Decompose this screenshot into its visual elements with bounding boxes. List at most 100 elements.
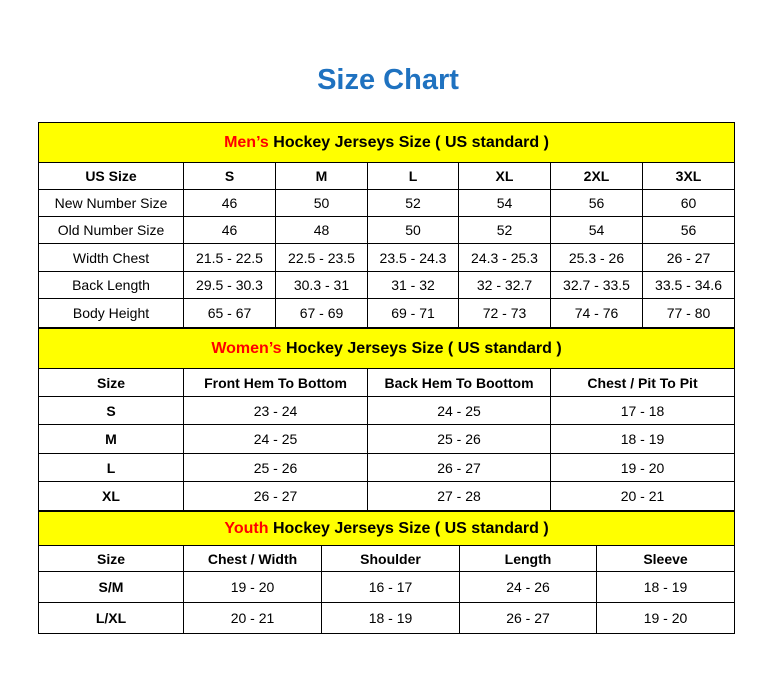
column-header-label: S [224, 168, 235, 184]
table-cell: 19 - 20 [595, 602, 736, 634]
table-cell: 54 [458, 189, 551, 217]
table-cell: 26 - 27 [459, 602, 597, 634]
table-cell: 31 - 32 [367, 271, 459, 299]
column-header: M [275, 162, 368, 190]
column-header-label: 2XL [583, 168, 610, 184]
row-label: Back Length [38, 271, 184, 299]
table-cell: 69 - 71 [367, 298, 459, 328]
column-header-label: Shoulder [360, 550, 421, 567]
table-cell: 18 - 19 [595, 571, 736, 603]
size-chart: Men’s Hockey Jerseys Size ( US standard … [37, 122, 736, 634]
table-row: L 25 - 26 26 - 27 19 - 20 [38, 453, 736, 482]
table-cell: 50 [275, 189, 368, 217]
column-header: L [367, 162, 459, 190]
column-header: Front Hem To Bottom [183, 368, 368, 397]
table-cell: 26 - 27 [367, 453, 551, 482]
table-cell: 19 - 20 [549, 453, 736, 482]
table-cell: 26 - 27 [641, 243, 736, 272]
table-row: Body Height 65 - 67 67 - 69 69 - 71 72 - 73 7… [38, 298, 736, 328]
column-header: Size [38, 545, 184, 572]
column-header: Back Hem To Boottom [367, 368, 551, 397]
table-cell: 23.5 - 24.3 [367, 243, 459, 272]
table-cell: 46 [183, 216, 276, 244]
column-header-label: Size [96, 550, 125, 567]
column-header: 2XL [550, 162, 643, 190]
table-row: M 24 - 25 25 - 26 18 - 19 [38, 424, 736, 454]
column-header: XL [458, 162, 551, 190]
table-cell: 24 - 26 [459, 571, 597, 603]
row-label: L/XL [38, 602, 184, 634]
youth-section-header: Youth Hockey Jerseys Size ( US standard … [37, 511, 736, 546]
table-cell: 48 [275, 216, 368, 244]
table-cell: 65 - 67 [183, 298, 276, 328]
table-row: S/M 19 - 20 16 - 17 24 - 26 18 - 19 [38, 571, 736, 603]
table-cell: 16 - 17 [321, 571, 460, 603]
table-cell: 32 - 32.7 [458, 271, 551, 299]
table-row: Old Number Size 46 48 50 52 54 56 [38, 216, 736, 244]
section-highlight: Youth [224, 519, 269, 537]
table-cell: 72 - 73 [458, 298, 551, 328]
column-header-label: Front Hem To Bottom [204, 374, 347, 391]
table-row: New Number Size 46 50 52 54 56 60 [38, 189, 736, 217]
table-cell: 56 [641, 216, 736, 244]
section-title-text: Hockey Jerseys Size ( US standard ) [268, 519, 549, 537]
table-cell: 20 - 21 [183, 602, 322, 634]
table-cell: 22.5 - 23.5 [275, 243, 368, 272]
column-header: Chest / Width [183, 545, 322, 572]
column-header-label: 3XL [675, 168, 702, 184]
table-cell: 56 [550, 189, 643, 217]
header-row: Size Chest / Width Shoulder Length Sleeve [38, 545, 736, 572]
row-label: S/M [38, 571, 184, 603]
table-row: L/XL 20 - 21 18 - 19 26 - 27 19 - 20 [38, 602, 736, 634]
row-label: S [38, 396, 184, 425]
men-section-header: Men’s Hockey Jerseys Size ( US standard … [37, 122, 736, 163]
table-cell: 46 [183, 189, 276, 217]
table-cell: 24 - 25 [367, 396, 551, 425]
row-label: M [38, 424, 184, 454]
section-highlight: Women’s [211, 339, 282, 357]
row-label: Width Chest [38, 243, 184, 272]
section-title-text: Hockey Jerseys Size ( US standard ) [268, 133, 549, 151]
table-cell: 24 - 25 [183, 424, 368, 454]
table-cell: 21.5 - 22.5 [183, 243, 276, 272]
page-title: Size Chart [317, 64, 459, 96]
table-cell: 33.5 - 34.6 [641, 271, 736, 299]
table-cell: 52 [367, 189, 459, 217]
section-title-text: Hockey Jerseys Size ( US standard ) [281, 339, 562, 357]
column-header: US Size [38, 162, 184, 190]
column-header-label: XL [495, 168, 514, 184]
women-section-header: Women’s Hockey Jerseys Size ( US standar… [37, 328, 736, 369]
table-cell: 18 - 19 [549, 424, 736, 454]
column-header: Length [459, 545, 597, 572]
mens-size-table: Men’s Hockey Jerseys Size ( US standard … [37, 122, 736, 328]
table-cell: 32.7 - 33.5 [550, 271, 643, 299]
table-cell: 20 - 21 [549, 481, 736, 511]
table-row: XL 26 - 27 27 - 28 20 - 21 [38, 481, 736, 511]
table-cell: 23 - 24 [183, 396, 368, 425]
row-label: XL [38, 481, 184, 511]
table-cell: 52 [458, 216, 551, 244]
table-cell: 24.3 - 25.3 [458, 243, 551, 272]
table-cell: 25 - 26 [183, 453, 368, 482]
section-highlight: Men’s [224, 133, 269, 151]
row-label: New Number Size [38, 189, 184, 217]
column-header: 3XL [641, 162, 736, 190]
column-header-label: Length [504, 550, 552, 567]
column-header-label: US Size [85, 168, 137, 184]
column-header-label: L [408, 168, 418, 184]
table-cell: 17 - 18 [549, 396, 736, 425]
table-cell: 77 - 80 [641, 298, 736, 328]
table-cell: 50 [367, 216, 459, 244]
table-cell: 18 - 19 [321, 602, 460, 634]
table-cell: 67 - 69 [275, 298, 368, 328]
column-header: Sleeve [595, 545, 736, 572]
table-cell: 60 [641, 189, 736, 217]
section-title: Men’s Hockey Jerseys Size ( US standard … [37, 122, 736, 163]
column-header-label: M [315, 168, 328, 184]
column-header: Chest / Pit To Pit [549, 368, 736, 397]
header-row: Size Front Hem To Bottom Back Hem To Boott… [38, 368, 736, 397]
column-header-label: Chest / Width [207, 550, 298, 567]
table-cell: 19 - 20 [183, 571, 322, 603]
table-row: Width Chest 21.5 - 22.5 22.5 - 23.5 23.5 - … [38, 243, 736, 272]
column-header: S [183, 162, 276, 190]
